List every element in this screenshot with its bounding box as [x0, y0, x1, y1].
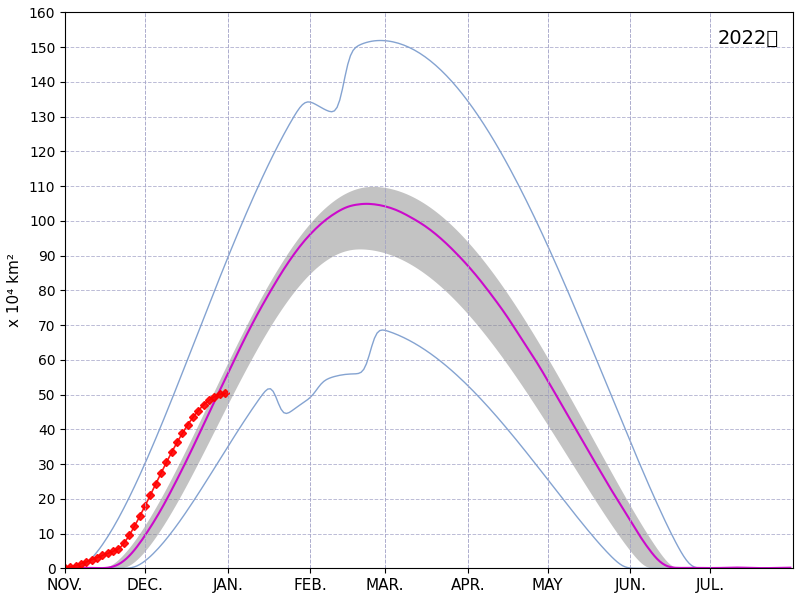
Y-axis label: x 10⁴ km²: x 10⁴ km² — [7, 253, 22, 328]
Text: 2022年: 2022年 — [718, 29, 778, 48]
